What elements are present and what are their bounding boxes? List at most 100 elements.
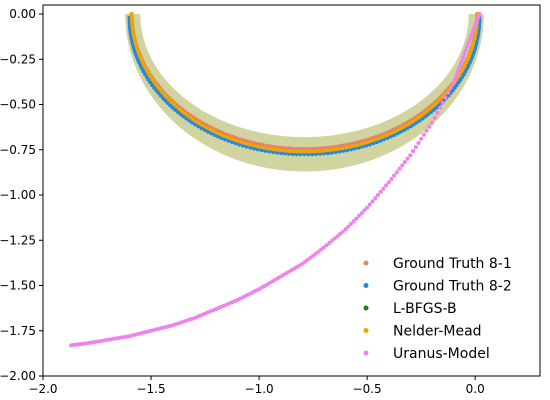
data-point	[173, 107, 178, 112]
data-point	[463, 48, 468, 53]
data-point	[387, 131, 392, 136]
data-point	[424, 109, 429, 114]
data-point	[163, 98, 168, 103]
data-point	[370, 138, 375, 143]
legend-marker	[363, 283, 369, 288]
data-point	[404, 123, 409, 128]
data-point	[302, 149, 307, 154]
data-point	[471, 39, 476, 44]
data-point	[457, 66, 461, 71]
data-point	[311, 253, 316, 258]
legend-label: Ground Truth 8-1	[393, 256, 512, 272]
data-point	[167, 97, 172, 102]
data-point	[470, 30, 475, 35]
data-point	[405, 156, 410, 161]
data-point	[467, 37, 472, 42]
data-point	[400, 125, 405, 130]
data-point	[421, 132, 426, 137]
data-point	[431, 107, 436, 112]
data-point	[267, 146, 272, 151]
data-point	[168, 103, 173, 108]
data-point	[340, 146, 345, 151]
data-point	[279, 148, 284, 153]
data-point	[170, 105, 175, 110]
data-point	[260, 145, 265, 150]
data-point	[136, 51, 141, 56]
data-point	[131, 33, 136, 38]
y-tick-label: −0.75	[0, 143, 36, 157]
x-tick-label: −1.5	[136, 382, 165, 396]
data-point	[194, 119, 199, 124]
data-point	[177, 107, 182, 112]
y-tick-label: −1.50	[0, 279, 36, 293]
data-point	[355, 142, 360, 147]
data-point	[400, 163, 405, 168]
data-point	[465, 44, 470, 49]
data-point	[384, 133, 389, 138]
data-point	[394, 170, 399, 175]
data-point	[324, 243, 329, 248]
data-point	[432, 115, 437, 120]
data-point	[411, 149, 415, 154]
data-point	[473, 30, 478, 35]
data-point	[316, 249, 321, 254]
data-point	[451, 80, 456, 85]
data-point	[210, 128, 215, 133]
data-point	[152, 85, 157, 90]
data-point	[471, 42, 475, 47]
data-point	[338, 231, 343, 236]
data-point	[132, 36, 137, 41]
data-point	[470, 45, 475, 50]
data-point	[287, 149, 291, 153]
data-point	[180, 109, 185, 114]
data-point	[452, 77, 457, 82]
data-point	[426, 112, 431, 117]
data-point	[472, 36, 477, 41]
legend-marker	[363, 350, 369, 356]
data-point	[256, 144, 261, 149]
data-point	[318, 149, 322, 153]
data-point	[381, 186, 386, 191]
axes-frame	[42, 4, 541, 377]
data-point	[394, 128, 399, 133]
data-point	[384, 183, 388, 188]
legend-entry: Ground Truth 8-2	[363, 279, 512, 295]
y-tick-label: −0.25	[0, 52, 36, 66]
legend-label: Ground Truth 8-2	[393, 279, 512, 295]
data-point	[402, 160, 407, 164]
data-point	[213, 130, 218, 135]
legend-entry: Uranus-Model	[363, 346, 490, 362]
data-point	[197, 121, 202, 126]
legend-marker	[363, 305, 369, 311]
data-point	[470, 55, 475, 59]
data-point	[130, 21, 134, 26]
x-tick-label: −0.5	[353, 382, 382, 396]
data-point	[187, 118, 192, 123]
data-point	[367, 202, 372, 207]
data-point	[370, 199, 375, 204]
data-point	[172, 102, 177, 107]
data-point	[443, 95, 448, 100]
data-point	[294, 149, 299, 154]
data-point	[283, 148, 288, 153]
data-point	[227, 136, 232, 140]
data-point	[333, 147, 338, 152]
data-point	[340, 229, 345, 234]
data-point	[294, 146, 299, 151]
data-point	[231, 137, 235, 142]
y-tick-label: 0.00	[9, 7, 36, 21]
data-point	[204, 125, 208, 130]
data-point	[330, 238, 334, 243]
data-point	[375, 193, 380, 197]
legend-label: Nelder-Mead	[393, 324, 482, 340]
data-point	[335, 234, 340, 239]
data-point	[234, 138, 239, 143]
plot-area	[69, 12, 484, 348]
data-point	[130, 24, 135, 29]
data-point	[275, 147, 280, 152]
data-point	[303, 259, 307, 264]
data-point	[392, 173, 397, 178]
data-point	[183, 111, 187, 116]
data-point	[446, 90, 451, 95]
